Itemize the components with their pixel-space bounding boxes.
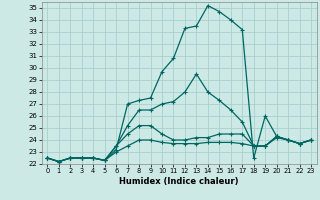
X-axis label: Humidex (Indice chaleur): Humidex (Indice chaleur) bbox=[119, 177, 239, 186]
